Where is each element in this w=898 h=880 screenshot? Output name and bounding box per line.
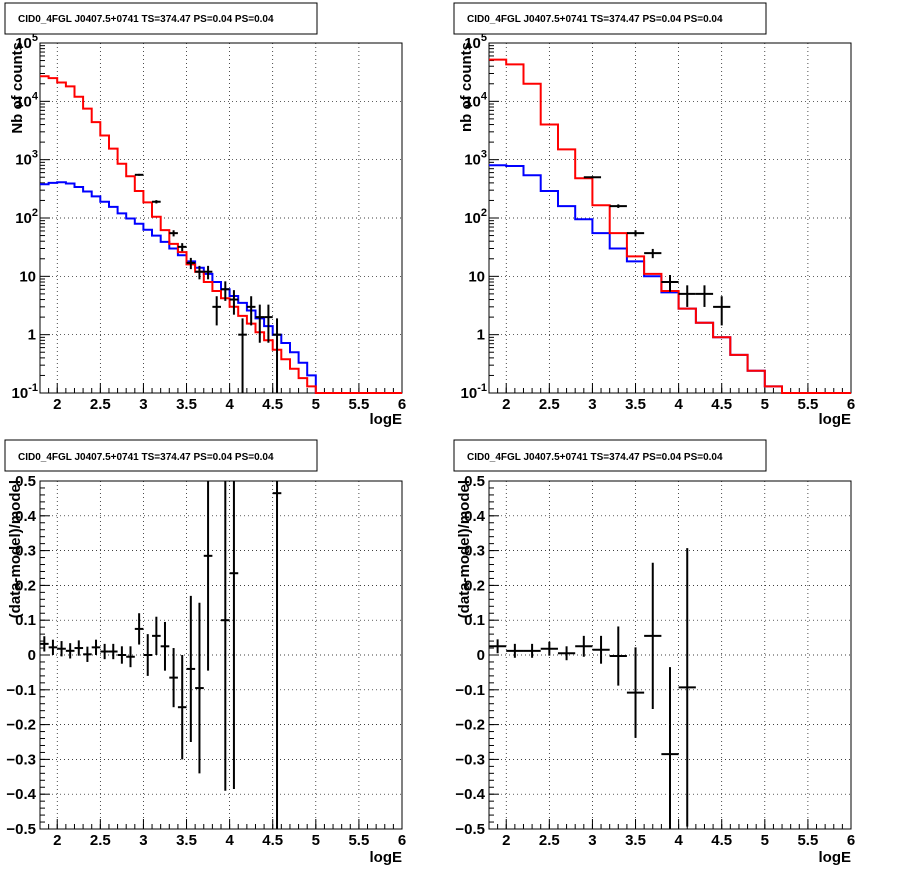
y-tick-label: 102 <box>464 207 487 227</box>
y-tick-label: −0.2 <box>6 717 36 734</box>
y-tick-label: 104 <box>464 90 488 110</box>
y-tick-label: −0.4 <box>455 786 485 803</box>
panel-3-title-box: CID0_4FGL J0407.5+0741 TS=374.47 PS=0.04… <box>4 439 318 472</box>
x-tick-label: 2.5 <box>539 832 560 849</box>
x-tick-label: 5 <box>761 832 769 849</box>
y-tick-label: 0.1 <box>15 612 36 629</box>
x-tick-label: 5.5 <box>348 396 369 413</box>
x-tick-label: 5 <box>312 832 320 849</box>
x-tick-label: 3 <box>139 396 147 413</box>
y-tick-label: 1 <box>477 327 485 344</box>
y-tick-label: −0.3 <box>6 751 36 768</box>
x-tick-label: 5 <box>761 396 769 413</box>
y-tick-label: −0.5 <box>455 821 485 838</box>
y-tick-label: 0.3 <box>464 543 485 560</box>
y-tick-label: 0.1 <box>464 612 485 629</box>
y-tick-label: 0.2 <box>15 577 36 594</box>
x-tick-label: 2 <box>53 396 61 413</box>
x-tick-label: 3 <box>139 832 147 849</box>
panel-4-ylabel: (data-model)/model <box>456 480 473 618</box>
y-tick-label: 103 <box>15 149 38 169</box>
y-tick-label: 0.5 <box>15 473 36 490</box>
y-tick-label: 1 <box>28 327 36 344</box>
y-tick-label: 105 <box>15 32 38 52</box>
x-tick-label: 4 <box>674 396 683 413</box>
y-tick-label: 0.4 <box>15 508 37 525</box>
y-tick-label: −0.1 <box>455 682 485 699</box>
y-tick-label: −0.4 <box>6 786 36 803</box>
y-tick-label: 0.5 <box>464 473 485 490</box>
x-tick-label: 5.5 <box>797 832 818 849</box>
panel-4-title: CID0_4FGL J0407.5+0741 TS=374.47 PS=0.04… <box>467 452 723 463</box>
x-tick-label: 4.5 <box>711 396 732 413</box>
y-tick-label: 10-1 <box>12 382 38 402</box>
panel-2-title-box: CID0_4FGL J0407.5+0741 TS=374.47 PS=0.04… <box>453 2 767 35</box>
x-tick-label: 5.5 <box>348 832 369 849</box>
panel-2-ylabel: nb of counts <box>458 42 475 132</box>
x-tick-label: 6 <box>398 832 406 849</box>
x-tick-label: 4 <box>674 832 683 849</box>
panel-3-ylabel: (data-model)/model <box>7 480 24 618</box>
y-tick-label: 0.3 <box>15 543 36 560</box>
x-tick-label: 2.5 <box>90 396 111 413</box>
panel-2-title: CID0_4FGL J0407.5+0741 TS=374.47 PS=0.04… <box>467 14 723 25</box>
panel-3-title: CID0_4FGL J0407.5+0741 TS=374.47 PS=0.04… <box>18 452 274 463</box>
panel-1-title: CID0_4FGL J0407.5+0741 TS=374.47 PS=0.04… <box>18 14 274 25</box>
y-tick-label: 0 <box>477 647 485 664</box>
x-tick-label: 3.5 <box>625 396 646 413</box>
x-tick-label: 6 <box>398 396 406 413</box>
x-tick-label: 3 <box>588 832 596 849</box>
x-tick-label: 2.5 <box>539 396 560 413</box>
source-model-histogram <box>40 181 402 394</box>
x-tick-label: 3.5 <box>176 832 197 849</box>
y-tick-label: 10 <box>19 268 36 285</box>
x-tick-label: 5.5 <box>797 396 818 413</box>
x-tick-label: 4 <box>225 832 234 849</box>
x-tick-label: 2 <box>502 832 510 849</box>
total-model-histogram <box>489 58 851 394</box>
panel-4-title-box: CID0_4FGL J0407.5+0741 TS=374.47 PS=0.04… <box>453 439 767 472</box>
x-tick-label: 2 <box>53 832 61 849</box>
y-tick-label: 10 <box>468 268 485 285</box>
panel-3-plot: 2 2.5 3 3.5 4 4.5 5 5.5 6 −0.5 −0.4 −0.3 −0.2 −0.1 0 0.… <box>6 473 406 849</box>
y-tick-label: 103 <box>464 149 487 169</box>
panel-1-ylabel: Nb of counts <box>9 42 26 134</box>
panel-4-plot: 2 2.5 3 3.5 4 4.5 5 5.5 6 −0.5 −0.4 −0.3 −0.2 −0.1 0 0.… <box>455 473 855 849</box>
x-tick-label: 4.5 <box>711 832 732 849</box>
x-tick-label: 6 <box>847 396 855 413</box>
panel-2-xlabel: logE <box>819 411 852 428</box>
x-tick-label: 4 <box>225 396 234 413</box>
x-tick-label: 3.5 <box>176 396 197 413</box>
y-tick-label: −0.2 <box>455 717 485 734</box>
x-tick-label: 2.5 <box>90 832 111 849</box>
y-tick-label: 104 <box>15 90 39 110</box>
panel-2-plot: 2 2.5 3 3.5 4 4.5 5 5.5 6 10-1 1 10 102 103 104 105 <box>461 32 856 413</box>
x-tick-label: 6 <box>847 832 855 849</box>
y-tick-label: 0.4 <box>464 508 486 525</box>
y-tick-label: 102 <box>15 207 38 227</box>
panel-1-plot: 2 2.5 3 3.5 4 4.5 5 5.5 6 10-1 1 10 102 103 104 105 <box>12 32 407 413</box>
x-tick-label: 2 <box>502 396 510 413</box>
y-tick-label: 105 <box>464 32 487 52</box>
panel-4-xlabel: logE <box>819 849 852 866</box>
y-tick-label: −0.1 <box>6 682 36 699</box>
x-tick-label: 4.5 <box>262 832 283 849</box>
x-tick-label: 4.5 <box>262 396 283 413</box>
y-tick-label: −0.3 <box>455 751 485 768</box>
panel-1-title-box: CID0_4FGL J0407.5+0741 TS=374.47 PS=0.04… <box>4 2 318 35</box>
x-tick-label: 5 <box>312 396 320 413</box>
x-tick-label: 3 <box>588 396 596 413</box>
y-tick-label: −0.5 <box>6 821 36 838</box>
panel-1-xlabel: logE <box>370 411 403 428</box>
panel-3-xlabel: logE <box>370 849 403 866</box>
y-tick-label: 10-1 <box>461 382 487 402</box>
x-tick-label: 3.5 <box>625 832 646 849</box>
y-tick-label: 0.2 <box>464 577 485 594</box>
y-tick-label: 0 <box>28 647 36 664</box>
